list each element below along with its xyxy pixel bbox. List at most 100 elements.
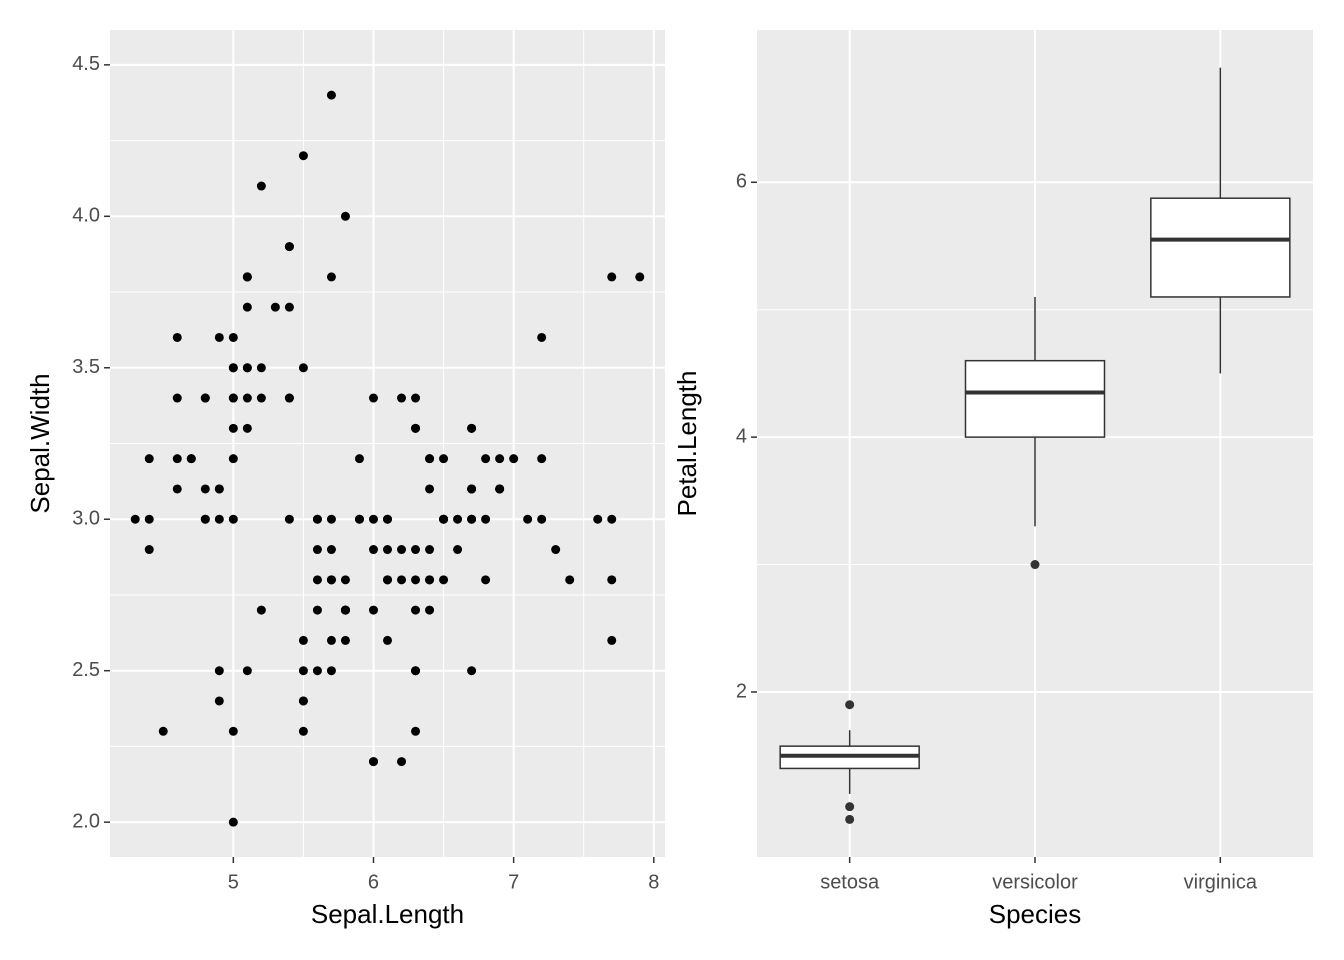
point: [228, 817, 238, 827]
point: [411, 726, 421, 736]
point: [453, 514, 463, 524]
point: [354, 454, 364, 464]
outlier: [845, 802, 855, 812]
point: [228, 514, 238, 524]
point: [228, 332, 238, 342]
point: [607, 514, 617, 524]
point: [340, 605, 350, 615]
x-axis-title: Sepal.Length: [311, 899, 464, 929]
point: [467, 666, 477, 676]
y-axis-title: Petal.Length: [672, 370, 702, 516]
point: [397, 545, 407, 555]
point: [312, 575, 322, 585]
point: [284, 302, 294, 312]
point: [383, 575, 392, 585]
point: [565, 575, 575, 585]
point: [242, 302, 252, 312]
point: [298, 363, 308, 373]
box: [964, 359, 1106, 438]
point: [495, 454, 505, 464]
y-tick-label: 2.0: [72, 810, 100, 832]
point: [607, 575, 617, 585]
point: [481, 514, 491, 524]
point: [312, 514, 322, 524]
point: [425, 545, 435, 555]
point: [298, 696, 308, 706]
point: [214, 514, 224, 524]
point: [256, 605, 266, 615]
point: [523, 514, 533, 524]
box: [1150, 197, 1291, 298]
point: [130, 514, 140, 524]
point: [368, 514, 378, 524]
point: [368, 757, 378, 767]
point: [144, 514, 154, 524]
point: [242, 666, 252, 676]
point: [326, 514, 336, 524]
point: [467, 484, 477, 494]
point: [481, 454, 491, 464]
point: [312, 545, 322, 555]
point: [383, 514, 392, 524]
point: [607, 272, 617, 282]
point: [242, 363, 252, 373]
point: [354, 514, 364, 524]
point: [312, 666, 322, 676]
point: [453, 545, 463, 555]
point: [439, 575, 449, 585]
point: [383, 545, 392, 555]
point: [411, 666, 421, 676]
point: [200, 514, 210, 524]
point: [256, 363, 266, 373]
point: [509, 454, 519, 464]
point: [537, 454, 547, 464]
point: [284, 393, 294, 403]
point: [607, 635, 617, 645]
point: [228, 726, 238, 736]
point: [326, 545, 336, 555]
point: [411, 575, 421, 585]
point: [425, 454, 435, 464]
x-tick-label: 8: [648, 871, 659, 893]
point: [228, 454, 238, 464]
point: [340, 575, 350, 585]
point: [228, 393, 238, 403]
y-axis-title: Sepal.Width: [25, 373, 55, 513]
point: [368, 605, 378, 615]
point: [439, 514, 449, 524]
point: [397, 393, 407, 403]
point: [228, 363, 238, 373]
point: [368, 545, 378, 555]
point: [284, 514, 294, 524]
point: [326, 575, 336, 585]
point: [214, 696, 224, 706]
y-tick-label: 6: [736, 171, 747, 193]
point: [144, 454, 154, 464]
y-tick-label: 2.5: [72, 659, 100, 681]
point: [481, 575, 491, 585]
x-axis-title: Species: [989, 899, 1082, 929]
point: [214, 332, 224, 342]
point: [383, 635, 392, 645]
point: [172, 454, 182, 464]
point: [298, 635, 308, 645]
point: [326, 90, 336, 100]
point: [158, 726, 168, 736]
point: [172, 393, 182, 403]
x-tick-label: 7: [508, 871, 519, 893]
x-tick-label: setosa: [820, 871, 880, 893]
point: [537, 514, 547, 524]
point: [425, 484, 435, 494]
point: [537, 332, 547, 342]
y-tick-label: 3.0: [72, 508, 100, 530]
point: [397, 757, 407, 767]
panel: 2 4 6 Species Petal.Length setosa versicolor vi…: [672, 30, 1313, 929]
point: [411, 545, 421, 555]
y-tick-label: 4: [736, 425, 747, 447]
x-tick-label: 5: [228, 871, 239, 893]
x-tick-label: 6: [368, 871, 379, 893]
point: [326, 666, 336, 676]
outlier: [1030, 560, 1040, 570]
point: [144, 545, 154, 555]
